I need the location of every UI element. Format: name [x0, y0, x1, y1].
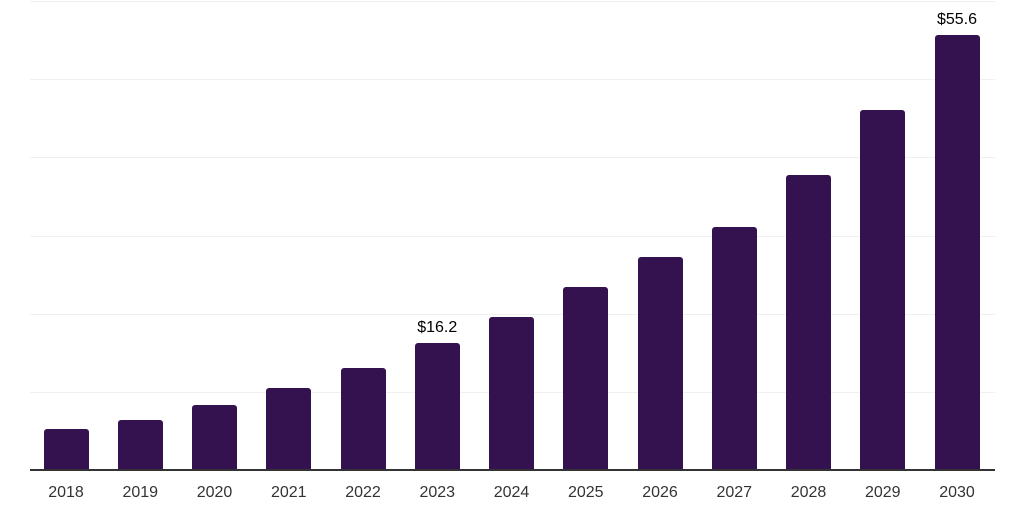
gridline-30 [30, 235, 995, 237]
bar-2020 [192, 405, 237, 470]
bar-2030 [934, 35, 980, 470]
x-axis-line [30, 469, 995, 471]
gridline-50 [30, 79, 995, 81]
x-tick-2029: 2029 [864, 484, 901, 501]
x-tick-2023: 2023 [419, 484, 456, 501]
gridline-20 [30, 313, 995, 315]
x-tick-2019: 2019 [122, 484, 159, 501]
bar-2021 [266, 387, 312, 470]
bar-2022 [340, 368, 386, 470]
x-tick-2028: 2028 [790, 484, 827, 501]
gridline-60 [30, 1, 995, 2]
bar-2026 [637, 257, 683, 470]
gridline-40 [30, 157, 995, 159]
x-tick-2027: 2027 [716, 484, 753, 501]
data-label-2023: $16.2 [417, 319, 458, 337]
bar-2028 [786, 174, 831, 470]
data-label-2030: $55.6 [936, 11, 978, 29]
bar-2019 [117, 419, 163, 470]
x-tick-2021: 2021 [270, 484, 307, 501]
x-tick-2024: 2024 [493, 484, 530, 501]
bar-2018 [43, 429, 89, 470]
x-tick-2020: 2020 [196, 484, 233, 501]
bar-2027 [711, 226, 757, 470]
x-tick-2018: 2018 [48, 484, 84, 501]
x-tick-2030: 2030 [939, 484, 975, 501]
bar-2025 [563, 287, 609, 470]
bar-2023 [414, 343, 460, 470]
x-tick-2022: 2022 [345, 484, 381, 501]
x-tick-2025: 2025 [567, 484, 604, 501]
x-tick-2026: 2026 [642, 484, 678, 501]
bar-2024 [489, 316, 534, 470]
bar-2029 [860, 110, 906, 470]
